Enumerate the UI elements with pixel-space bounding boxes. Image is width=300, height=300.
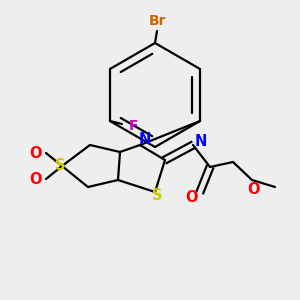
Text: N: N: [139, 133, 151, 148]
Text: O: O: [186, 190, 198, 205]
Text: O: O: [248, 182, 260, 197]
Text: O: O: [30, 172, 42, 187]
Text: O: O: [30, 146, 42, 160]
Text: S: S: [55, 158, 65, 173]
Text: N: N: [195, 134, 207, 149]
Text: F: F: [129, 119, 139, 133]
Text: Br: Br: [148, 14, 166, 28]
Text: S: S: [152, 188, 162, 203]
